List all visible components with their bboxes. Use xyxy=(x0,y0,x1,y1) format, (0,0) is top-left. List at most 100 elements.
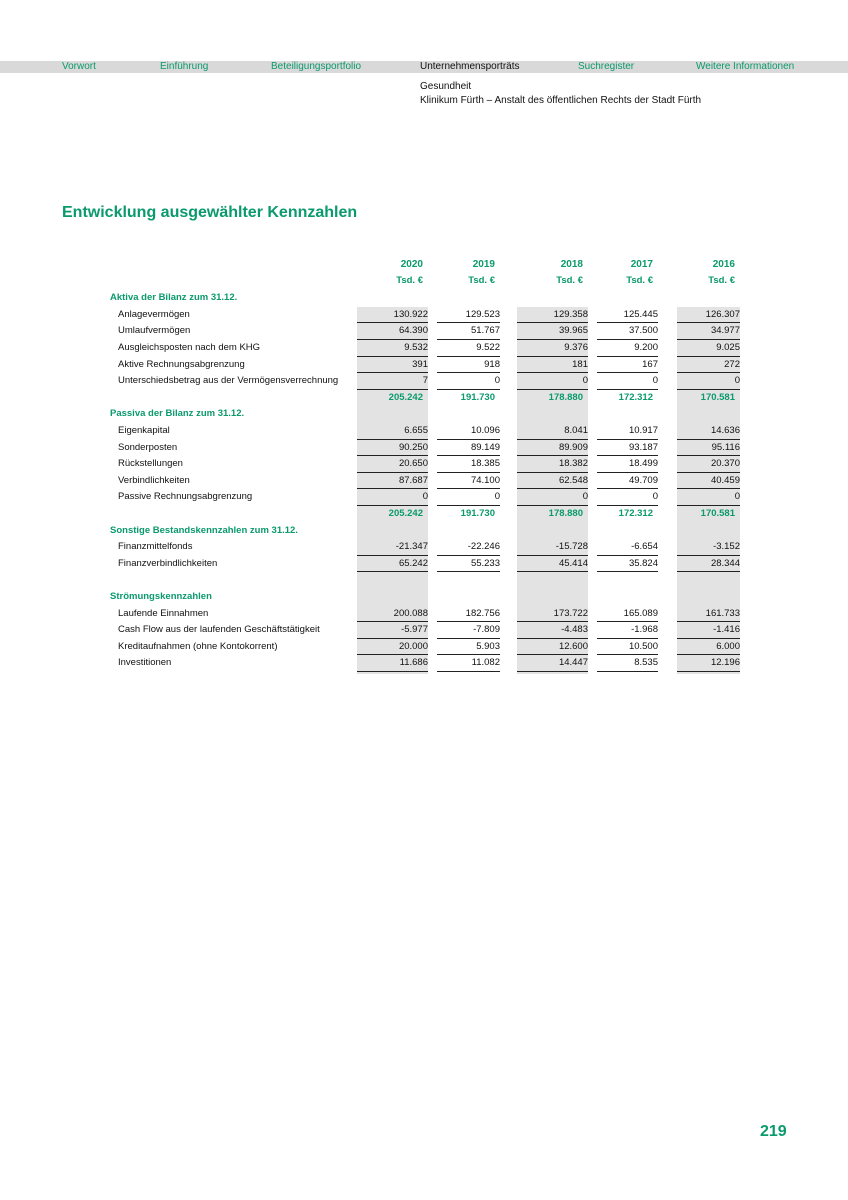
row-label: Rückstellungen xyxy=(118,458,183,470)
cell-value: 14.636 xyxy=(677,425,740,440)
row-label: Kreditaufnahmen (ohne Kontokorrent) xyxy=(118,640,278,652)
cell-value: 90.250 xyxy=(357,442,428,457)
section-header: Aktiva der Bilanz zum 31.12. xyxy=(110,292,238,304)
cell-value: -6.654 xyxy=(597,541,658,556)
cell-value: 173.722 xyxy=(517,608,588,623)
row-label: Ausgleichsposten nach dem KHG xyxy=(118,342,261,353)
column-unit: Tsd. € xyxy=(396,275,423,286)
row-label: Aktive Rechnungsabgrenzung xyxy=(118,358,245,370)
cell-value: 129.523 xyxy=(437,309,500,324)
cell-value: -22.246 xyxy=(437,541,500,556)
row-label: Sonderposten xyxy=(118,441,178,453)
total-value: 170.581 xyxy=(700,391,735,403)
nav-link[interactable]: Unternehmensporträts xyxy=(420,61,520,72)
cell-value: 55.233 xyxy=(437,558,500,573)
cell-value: 62.548 xyxy=(517,475,588,490)
cell-value: 125.445 xyxy=(597,309,658,324)
total-value: 191.730 xyxy=(460,508,495,519)
column-year: 2019 xyxy=(472,259,495,270)
cell-value: 14.447 xyxy=(517,657,588,672)
cell-value: 20.650 xyxy=(357,458,428,473)
cell-value: 918 xyxy=(437,359,500,374)
column-unit: Tsd. € xyxy=(708,275,735,286)
cell-value: -3.152 xyxy=(677,541,740,556)
column-shade xyxy=(357,306,428,674)
column-shade xyxy=(517,306,588,674)
cell-value: 165.089 xyxy=(597,608,658,623)
cell-value: 130.922 xyxy=(357,309,428,324)
cell-value: 9.376 xyxy=(517,342,588,357)
section-title: Entwicklung ausgewählter Kennzahlen xyxy=(62,204,358,221)
nav-link[interactable]: Beteiligungsportfolio xyxy=(271,61,362,72)
nav-link[interactable]: Weitere Informationen xyxy=(696,61,795,72)
cell-value: 39.965 xyxy=(517,325,588,340)
cell-value: 126.307 xyxy=(677,309,740,324)
column-unit: Tsd. € xyxy=(468,275,495,286)
cell-value: 9.532 xyxy=(357,342,428,357)
cell-value: 10.917 xyxy=(597,425,658,440)
cell-value: 0 xyxy=(437,375,500,390)
cell-value: 5.903 xyxy=(437,641,500,656)
cell-value: 51.767 xyxy=(437,325,500,340)
total-value: 172.312 xyxy=(618,508,653,519)
column-year: 2020 xyxy=(400,259,423,270)
cell-value: 20.000 xyxy=(357,641,428,656)
row-label: Finanzmittelfonds xyxy=(118,541,193,553)
cell-value: 10.096 xyxy=(437,425,500,440)
cell-value: -21.347 xyxy=(357,541,428,556)
cell-value: -1.416 xyxy=(677,624,740,639)
page-number: 219 xyxy=(760,1123,787,1140)
cell-value: 9.200 xyxy=(597,342,658,357)
cell-value: 200.088 xyxy=(357,608,428,623)
cell-value: 9.025 xyxy=(677,342,740,357)
total-value: 172.312 xyxy=(618,391,653,403)
cell-value: 0 xyxy=(517,375,588,390)
cell-value: 0 xyxy=(677,491,740,506)
cell-value: 7 xyxy=(357,375,428,390)
cell-value: 37.500 xyxy=(597,325,658,340)
column-shade xyxy=(677,306,740,674)
cell-value: 34.977 xyxy=(677,325,740,340)
cell-value: 89.909 xyxy=(517,442,588,457)
cell-value: 18.499 xyxy=(597,458,658,473)
cell-value: -5.977 xyxy=(357,624,428,639)
column-year: 2017 xyxy=(630,259,653,270)
column-unit: Tsd. € xyxy=(626,275,653,286)
cell-value: 182.756 xyxy=(437,608,500,623)
cell-value: 6.000 xyxy=(677,641,740,656)
row-label: Verbindlichkeiten xyxy=(118,474,190,486)
nav-link[interactable]: Vorwort xyxy=(62,61,96,72)
row-label: Passive Rechnungsabgrenzung xyxy=(118,491,253,503)
cell-value: 0 xyxy=(597,491,658,506)
cell-value: 0 xyxy=(597,375,658,390)
cell-value: 9.522 xyxy=(437,342,500,357)
cell-value: 35.824 xyxy=(597,558,658,573)
row-label: Cash Flow aus der laufenden Geschäftstät… xyxy=(118,624,320,636)
total-value: 205.242 xyxy=(388,508,423,519)
cell-value: 18.382 xyxy=(517,458,588,473)
cell-value: 0 xyxy=(357,491,428,506)
cell-value: 272 xyxy=(677,359,740,374)
nav-link[interactable]: Suchregister xyxy=(578,61,635,72)
cell-value: -7.809 xyxy=(437,624,500,639)
cell-value: 167 xyxy=(597,359,658,374)
row-label: Anlagevermögen xyxy=(118,308,190,320)
cell-value: 93.187 xyxy=(597,442,658,457)
row-label: Investitionen xyxy=(118,657,172,669)
cell-value: 10.500 xyxy=(597,641,658,656)
cell-value: 391 xyxy=(357,359,428,374)
cell-value: 45.414 xyxy=(517,558,588,573)
nav-bar xyxy=(0,61,848,73)
row-label: Eigenkapital xyxy=(118,425,170,436)
cell-value: 6.655 xyxy=(357,425,428,440)
cell-value: 12.600 xyxy=(517,641,588,656)
total-value: 178.880 xyxy=(548,508,583,519)
breadcrumb: Klinikum Fürth – Anstalt des öffentliche… xyxy=(420,95,702,106)
nav-link[interactable]: Einführung xyxy=(160,61,209,72)
total-value: 178.880 xyxy=(548,391,583,403)
breadcrumb: Gesundheit xyxy=(420,81,472,92)
cell-value: 0 xyxy=(437,491,500,506)
row-label: Finanzverbindlichkeiten xyxy=(118,557,218,569)
cell-value: 49.709 xyxy=(597,475,658,490)
